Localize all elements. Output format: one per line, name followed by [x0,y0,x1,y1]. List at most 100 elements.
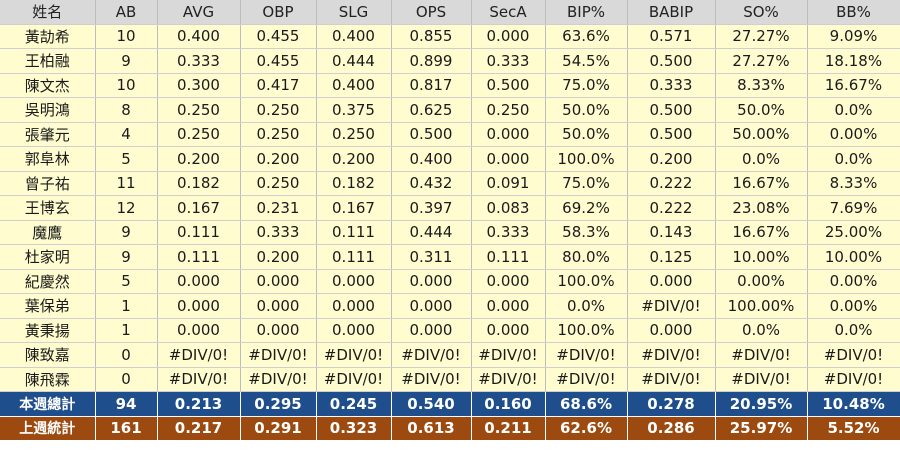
table-cell: 0.0% [807,146,900,172]
table-cell: 0.167 [157,195,241,221]
table-cell: 0.333 [157,48,241,74]
table-cell: 0.500 [391,122,472,147]
header-seca: SecA [471,0,546,25]
header-avg: AVG [157,0,241,25]
table-cell: 0.0% [715,146,808,172]
table-cell: 上週統計 [0,416,96,441]
last-week-row: 上週統計 161 0.217 0.291 0.323 0.613 0.211 6… [0,416,900,441]
table-cell: #DIV/0! [157,342,241,368]
table-cell: 0.000 [471,318,546,343]
table-cell: 0.231 [240,195,317,221]
table-cell: 0.0% [545,293,628,319]
table-cell: 0.143 [627,220,716,245]
table-cell: #DIV/0! [316,367,392,392]
table-cell: 0.000 [316,269,392,294]
table-cell: 4 [95,122,158,147]
table-cell: 0.000 [240,293,317,319]
header-bip-pct: BIP% [545,0,628,25]
table-cell: 0.286 [627,416,716,441]
table-row: 曾子祐 11 0.182 0.250 0.182 0.432 0.091 75.0% 0.222… [0,171,900,196]
table-cell: 0.278 [627,391,716,417]
player-name-cell: 張肇元 [0,122,96,147]
table-cell: 1 [95,293,158,319]
table-cell: 0.200 [240,146,317,172]
table-cell: 94 [95,391,158,417]
table-cell: 9 [95,244,158,270]
player-name-cell: 魔鷹 [0,220,96,245]
table-cell: 27.27% [715,24,808,49]
player-rows: 黃劼希 10 0.400 0.455 0.400 0.855 0.000 63.6% 0.571… [0,24,900,392]
table-cell: 0.160 [471,391,546,417]
table-cell: 0.000 [157,318,241,343]
weekly-total-row: 本週總計 94 0.213 0.295 0.245 0.540 0.160 68… [0,391,900,417]
table-cell: #DIV/0! [391,367,472,392]
table-cell: 0.000 [157,269,241,294]
table-cell: 0.000 [240,269,317,294]
table-cell: #DIV/0! [627,293,716,319]
table-cell: 0.500 [627,97,716,123]
table-cell: 0.0% [807,97,900,123]
table-cell: 0.333 [471,48,546,74]
table-cell: 0.295 [240,391,317,417]
table-cell: 0.500 [471,73,546,98]
table-cell: 0.291 [240,416,317,441]
table-cell: 0.083 [471,195,546,221]
table-cell: #DIV/0! [240,342,317,368]
table-row: 杜家明 9 0.111 0.200 0.111 0.311 0.111 80.0% 0.125 1… [0,244,900,270]
table-cell: 0.250 [316,122,392,147]
table-row: 陳文杰 10 0.300 0.417 0.400 0.817 0.500 75.0% 0.333… [0,73,900,98]
table-cell: #DIV/0! [391,342,472,368]
table-cell: 0.855 [391,24,472,49]
table-row: 紀慶然 5 0.000 0.000 0.000 0.000 0.000 100.0% 0.000… [0,269,900,294]
header-name: 姓名 [0,0,96,25]
table-cell: #DIV/0! [471,367,546,392]
table-cell: 0.00% [807,122,900,147]
table-cell: 0.111 [157,220,241,245]
table-row: 黃劼希 10 0.400 0.455 0.400 0.855 0.000 63.6% 0.571… [0,24,900,49]
table-cell: 0.250 [240,97,317,123]
table-cell: 16.67% [715,171,808,196]
table-cell: #DIV/0! [240,367,317,392]
table-cell: 23.08% [715,195,808,221]
table-cell: 100.0% [545,269,628,294]
table-cell: 0.333 [240,220,317,245]
table-cell: 0.000 [157,293,241,319]
table-cell: 0.455 [240,24,317,49]
table-cell: 0 [95,367,158,392]
table-cell: 0.000 [391,269,472,294]
table-cell: 12 [95,195,158,221]
table-cell: 10.48% [807,391,900,417]
table-cell: 69.2% [545,195,628,221]
table-cell: 0.000 [471,269,546,294]
table-cell: 0.00% [807,293,900,319]
table-cell: 0.250 [157,97,241,123]
table-cell: 8.33% [807,171,900,196]
table-cell: #DIV/0! [715,367,808,392]
table-cell: 100.0% [545,318,628,343]
table-cell: 9 [95,48,158,74]
table-cell: 0.000 [316,318,392,343]
table-cell: 0.323 [316,416,392,441]
table-row: 黃秉揚 1 0.000 0.000 0.000 0.000 0.000 100.0% 0.000… [0,318,900,343]
table-cell: 68.6% [545,391,628,417]
table-cell: 0.571 [627,24,716,49]
table-cell: 0.111 [157,244,241,270]
player-name-cell: 吳明鴻 [0,97,96,123]
table-cell: 0.613 [391,416,472,441]
table-cell: 0.250 [240,122,317,147]
player-name-cell: 陳文杰 [0,73,96,98]
table-cell: 0.111 [471,244,546,270]
table-cell: 0.455 [240,48,317,74]
table-cell: 75.0% [545,171,628,196]
table-cell: 11 [95,171,158,196]
table-cell: 50.00% [715,122,808,147]
header-slg: SLG [316,0,392,25]
table-cell: 0.111 [316,244,392,270]
table-cell: 9 [95,220,158,245]
table-cell: 0.397 [391,195,472,221]
table-cell: 50.0% [545,122,628,147]
table-cell: #DIV/0! [157,367,241,392]
table-cell: 54.5% [545,48,628,74]
table-cell: 0.500 [627,122,716,147]
table-cell: 100.00% [715,293,808,319]
